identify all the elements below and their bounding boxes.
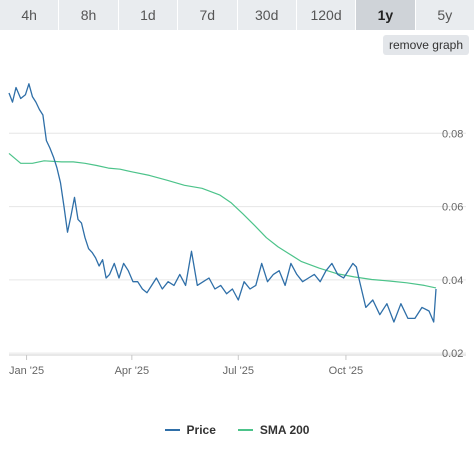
x-tick-label: Apr '25 (115, 365, 150, 377)
remove-graph-button[interactable]: remove graph (382, 35, 469, 55)
tab-1d[interactable]: 1d (119, 0, 179, 30)
price-chart: 0.02 0.04 0.06 0.08 Jan '25 Apr '25 Jul '25 Oc… (8, 83, 466, 377)
timeframe-tabs: 4h 8h 1d 7d 30d 120d 1y 5y (0, 0, 474, 30)
y-tick-label: 0.08 (442, 128, 463, 140)
sma-series-line (8, 152, 437, 289)
tab-30d[interactable]: 30d (238, 0, 297, 30)
tab-5y[interactable]: 5y (437, 7, 453, 23)
y-tick-label: 0.06 (442, 202, 463, 214)
legend-label-price: Price (186, 423, 216, 437)
y-tick-label: 0.04 (442, 275, 463, 287)
price-legend-swatch (164, 429, 180, 431)
legend-item-sma[interactable]: SMA 200 (237, 423, 310, 437)
x-tick-label: Oct '25 (329, 365, 364, 377)
tab-1y[interactable]: 1y (356, 0, 416, 30)
legend-item-price[interactable]: Price (164, 423, 216, 437)
series-lines (8, 83, 437, 323)
tab-7d[interactable]: 7d (178, 0, 238, 30)
legend-label-sma: SMA 200 (259, 423, 310, 437)
tab-120d[interactable]: 120d (297, 0, 357, 30)
x-tick-label: Jan '25 (9, 365, 44, 377)
grid-lines (9, 132, 466, 360)
x-axis-labels: Jan '25 Apr '25 Jul '25 Oct '25 (9, 365, 363, 377)
y-tick-label: 0.02 (442, 348, 463, 360)
sma-legend-swatch (237, 429, 253, 431)
y-axis-labels: 0.02 0.04 0.06 0.08 (442, 128, 463, 360)
price-series-line (8, 83, 437, 323)
tab-8h[interactable]: 8h (59, 0, 119, 30)
x-tick-label: Jul '25 (223, 365, 254, 377)
tab-4h[interactable]: 4h (0, 0, 60, 30)
chart-legend: Price SMA 200 (0, 420, 474, 440)
